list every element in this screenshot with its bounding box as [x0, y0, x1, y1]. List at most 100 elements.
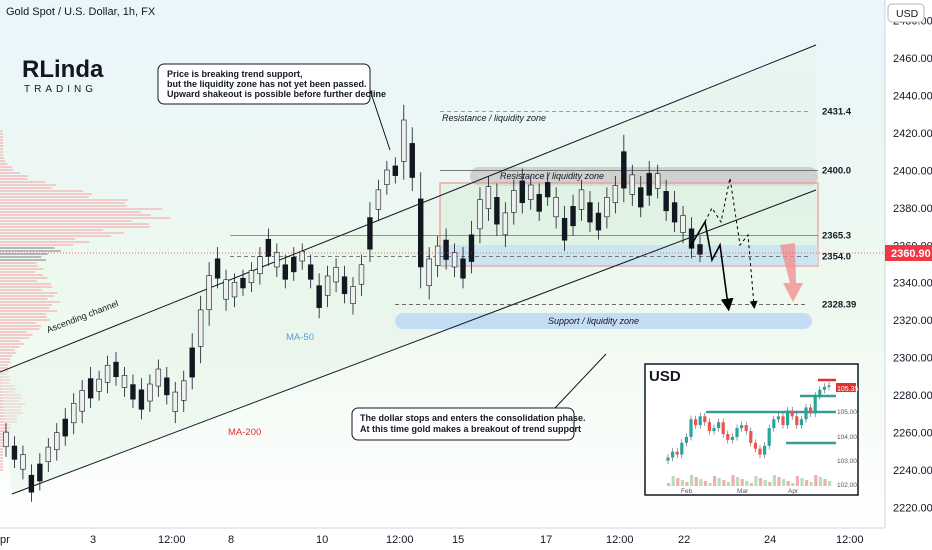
inset-volume-bar	[690, 475, 694, 486]
candle-body	[181, 380, 187, 401]
volume-profile-bar	[0, 157, 5, 159]
candle-body	[130, 384, 136, 400]
time-axis[interactable]	[0, 528, 932, 550]
inset-volume-bar	[768, 482, 772, 486]
inset-ytick-3: 102.00	[837, 482, 857, 489]
volume-profile-bar	[0, 427, 11, 429]
inset-candle-body	[818, 389, 822, 396]
annotation-bottom: The dollar stops and enters the consolid…	[351, 353, 607, 441]
candle-body	[291, 256, 297, 273]
volume-profile-bar	[0, 274, 44, 276]
price-axis[interactable]	[885, 0, 932, 528]
inset-candle-body	[735, 428, 739, 437]
candle-body	[197, 309, 204, 347]
inset-candle-body	[763, 445, 767, 455]
candle-body	[28, 474, 35, 493]
volume-profile-bar	[0, 193, 93, 195]
volume-profile-bar	[0, 349, 15, 351]
ytick-label: 2460.00	[893, 53, 932, 65]
current-price-value: 2360.90	[891, 248, 931, 260]
ytick-label: 2420.00	[893, 128, 932, 140]
candle-body	[316, 285, 322, 308]
volume-profile-bar	[0, 430, 9, 432]
candle-body	[561, 218, 568, 241]
candle-body	[54, 432, 60, 451]
volume-profile-bar	[0, 232, 124, 234]
inset-candle-body	[827, 385, 831, 387]
volume-profile-bar	[0, 307, 50, 309]
candle-body	[409, 143, 415, 178]
inset-volume-bar	[731, 475, 735, 486]
volume-profile-bar	[0, 154, 3, 156]
volume-profile-bar	[0, 208, 162, 210]
inset-volume-bar	[777, 477, 781, 486]
xtick-label: 10	[316, 534, 328, 546]
candle-body	[71, 403, 77, 424]
candle-body	[299, 250, 305, 262]
xtick-label: 3	[90, 534, 96, 546]
candle-body	[172, 391, 178, 412]
volume-profile-bar	[0, 433, 6, 435]
inset-volume-bar	[745, 481, 749, 486]
inset-candle-body	[753, 442, 757, 449]
candle-body	[401, 119, 407, 162]
inset-volume-bar	[699, 479, 703, 486]
volume-profile	[0, 130, 171, 471]
level-label: 2328.39	[822, 299, 856, 310]
volume-profile-bar	[0, 265, 39, 267]
candle-body	[443, 239, 449, 260]
candle-body	[587, 202, 593, 223]
inset-candle-body	[694, 419, 698, 426]
candle-body	[3, 431, 9, 448]
candle-body	[511, 190, 517, 213]
volume-profile-bar	[0, 235, 112, 237]
volume-profile-bar	[0, 262, 37, 264]
inset-volume-bar	[759, 478, 763, 486]
volume-profile-bar	[0, 163, 8, 165]
ytick-label: 2440.00	[893, 90, 932, 102]
inset-candle-body	[680, 442, 684, 455]
volume-profile-bar	[0, 238, 76, 240]
xtick-label: 12:00	[836, 534, 864, 546]
volume-profile-bar	[0, 355, 13, 357]
inset-volume-bar	[667, 483, 671, 486]
candle-body	[240, 277, 246, 289]
volume-profile-bar	[0, 469, 3, 471]
ytick-label: 2320.00	[893, 315, 932, 327]
volume-profile-bar	[0, 172, 20, 174]
inset-volume-bar	[694, 477, 698, 486]
symbol-title: Gold Spot / U.S. Dollar, 1h, FX	[6, 6, 156, 18]
candle-body	[214, 258, 221, 279]
candle-body	[654, 173, 661, 189]
xtick-label: 17	[540, 534, 552, 546]
candle-body	[680, 215, 686, 233]
candle-body	[392, 165, 399, 176]
inset-xlabel-1: Mar	[737, 488, 749, 495]
volume-profile-bar	[0, 223, 149, 225]
volume-profile-bar	[0, 289, 42, 291]
volume-profile-bar	[0, 256, 42, 258]
candle-body	[384, 169, 390, 185]
candle-body	[451, 252, 458, 268]
volume-profile-bar	[0, 226, 150, 228]
currency-button[interactable]: USD	[887, 3, 925, 23]
candle-body	[688, 228, 695, 249]
ytick-label: 2400.00	[893, 165, 932, 177]
candle-body	[155, 368, 162, 387]
volume-profile-bar	[0, 184, 57, 186]
inset-volume-bar	[818, 477, 822, 486]
inset-volume-bar	[736, 477, 740, 486]
inset-volume-bar	[754, 476, 758, 486]
volume-profile-bar	[0, 250, 61, 252]
inset-xlabel-2: Apr	[788, 488, 799, 495]
ma50-label: MA-50	[286, 332, 314, 343]
volume-profile-bar	[0, 442, 3, 444]
volume-profile-bar	[0, 178, 28, 180]
inset-volume-bar	[772, 475, 776, 486]
scenario-arrows	[689, 177, 803, 312]
candle-body	[282, 264, 288, 280]
volume-profile-bar	[0, 466, 3, 468]
volume-profile-bar	[0, 142, 3, 144]
inset-candle-body	[795, 416, 799, 426]
